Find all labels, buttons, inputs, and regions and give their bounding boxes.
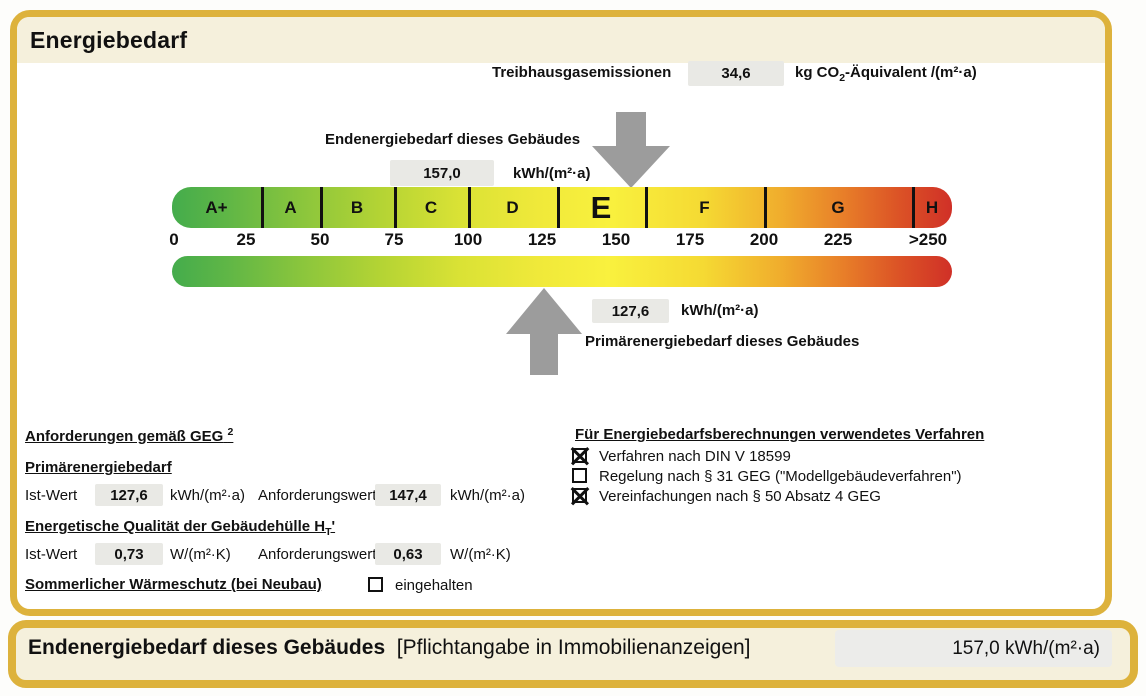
primary-ist-value: 127,6 — [95, 484, 163, 506]
primary-req-value: 147,4 — [375, 484, 441, 506]
final-energy-label: Endenergiebedarf dieses Gebäudes — [325, 131, 581, 148]
scale-separator — [261, 187, 264, 228]
envelope-ist-unit: W/(m²·K) — [170, 546, 231, 563]
scale-class-h: H — [925, 197, 939, 217]
scale-separator — [394, 187, 397, 228]
envelope-req-label: Anforderungswert — [258, 546, 377, 563]
footer-value: 157,0 kWh/(m²·a) — [835, 630, 1112, 667]
envelope-req-unit: W/(m²·K) — [450, 546, 511, 563]
summer-heat-checkbox-label: eingehalten — [395, 577, 473, 594]
method-checkbox-par31[interactable] — [572, 468, 587, 483]
scale-class-g: G — [831, 197, 845, 217]
envelope-ist-label: Ist-Wert — [25, 546, 78, 563]
scale-tick-100: 100 — [453, 230, 483, 249]
energy-scale: A+ A B C D E F G H 0 25 50 75 100 125 15… — [169, 187, 952, 287]
scale-class-f: F — [699, 197, 710, 217]
method-heading: Für Energiebedarfsberechnungen verwendet… — [575, 426, 985, 443]
primary-ist-unit: kWh/(m²·a) — [170, 487, 245, 504]
final-energy-value: 157,0 — [390, 160, 494, 186]
scale-tick-250plus: >250 — [908, 230, 948, 249]
scale-separator — [320, 187, 323, 228]
summer-heat-checkbox[interactable] — [368, 577, 383, 592]
header-strip — [17, 17, 1105, 63]
footer-label: Endenergiebedarf dieses Gebäudes [Pflich… — [28, 636, 751, 659]
scale-tick-175: 175 — [675, 230, 705, 249]
scale-separator — [912, 187, 915, 228]
emissions-label: Treibhausgasemissionen — [492, 64, 672, 81]
scale-tick-150: 150 — [601, 230, 631, 249]
scale-tick-25: 25 — [236, 230, 256, 249]
scale-class-d: D — [506, 197, 519, 217]
scale-class-c: C — [424, 197, 438, 217]
scale-tick-0: 0 — [169, 230, 179, 249]
scale-band-top — [172, 187, 952, 228]
scale-separator — [764, 187, 767, 228]
envelope-ist-value: 0,73 — [95, 543, 163, 565]
summer-heat-heading: Sommerlicher Wärmeschutz (bei Neubau) — [25, 576, 322, 593]
method-label-din18599: Verfahren nach DIN V 18599 — [599, 448, 791, 465]
requirements-heading: Anforderungen gemäß GEG 2 — [25, 426, 234, 445]
envelope-req-value: 0,63 — [375, 543, 441, 565]
primary-energy-marker-arrow-icon — [506, 288, 582, 375]
scale-class-b: B — [350, 197, 364, 217]
emissions-unit: kg CO2-Äquivalent /(m²·a) — [795, 64, 977, 84]
scale-class-a: A — [284, 197, 297, 217]
method-checkbox-din18599[interactable] — [572, 448, 587, 463]
primary-req-label: Anforderungswert — [258, 487, 377, 504]
final-energy-marker-arrow-icon — [592, 112, 670, 188]
primary-requirement-heading: Primärenergiebedarf — [25, 459, 172, 476]
primary-req-unit: kWh/(m²·a) — [450, 487, 525, 504]
method-label-par50: Vereinfachungen nach § 50 Absatz 4 GEG — [599, 488, 881, 505]
method-checkbox-par50[interactable] — [572, 488, 587, 503]
scale-band-bottom — [172, 256, 952, 287]
scale-tick-225: 225 — [823, 230, 853, 249]
primary-ist-label: Ist-Wert — [25, 487, 78, 504]
method-label-par31: Regelung nach § 31 GEG ("Modellgebäudeve… — [599, 468, 962, 485]
scale-tick-75: 75 — [384, 230, 404, 249]
page-title: Energiebedarf — [30, 27, 188, 53]
primary-energy-label: Primärenergiebedarf dieses Gebäudes — [585, 333, 860, 350]
final-energy-unit: kWh/(m²·a) — [513, 165, 591, 182]
primary-energy-unit: kWh/(m²·a) — [681, 302, 759, 319]
scale-separator — [557, 187, 560, 228]
scale-separator — [468, 187, 471, 228]
primary-energy-value: 127,6 — [592, 299, 669, 323]
scale-tick-50: 50 — [310, 230, 330, 249]
scale-tick-200: 200 — [749, 230, 779, 249]
scale-class-e-current: E — [590, 189, 612, 225]
emissions-value: 34,6 — [688, 61, 784, 86]
scale-tick-125: 125 — [527, 230, 557, 249]
scale-class-a-plus: A+ — [205, 197, 228, 217]
envelope-heading: Energetische Qualität der Gebäudehülle H… — [25, 518, 336, 538]
scale-separator — [645, 187, 648, 228]
